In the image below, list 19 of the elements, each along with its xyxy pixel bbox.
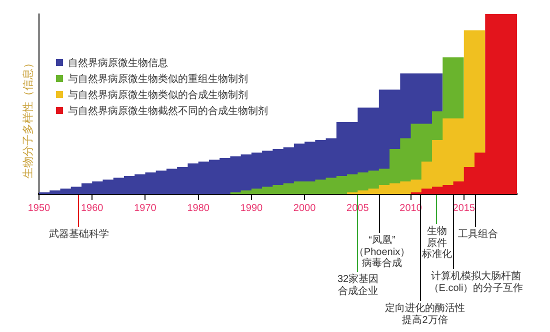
x-tick-label: 1970	[134, 202, 157, 214]
x-tick-label: 1960	[80, 202, 104, 214]
text: 计算机模拟大肠杆菌（E.coli）的分子互作	[428, 271, 524, 294]
text: 定向进化的酶活性提高2万倍	[385, 303, 465, 326]
x-tick-label: 1980	[187, 202, 210, 214]
text: 32家基因合成企业	[337, 274, 379, 297]
x-tick-label: 1990	[240, 202, 264, 214]
x-tick-label: 2015	[452, 202, 476, 214]
text: “凤凰”（Phoenix）病毒合成	[354, 235, 410, 270]
text: 工具组合	[458, 229, 498, 240]
text: 武器基础科学	[49, 229, 109, 240]
x-tick-label: 2000	[293, 202, 316, 214]
text: 生物原件标准化	[422, 226, 452, 260]
legend-label: 与自然界病原微生物截然不同的合成生物制剂	[67, 105, 268, 119]
x-tick-label: 1950	[28, 202, 51, 214]
y-axis-title: 生物分子多样性（信息）	[22, 58, 36, 178]
legend-label: 与自然界病原微生物类似的重组生物制剂	[67, 73, 249, 87]
legend-label: 与自然界病原微生物类似的合成生物制剂	[67, 89, 249, 103]
legend-label: 自然界病原微生物信息	[67, 57, 169, 71]
